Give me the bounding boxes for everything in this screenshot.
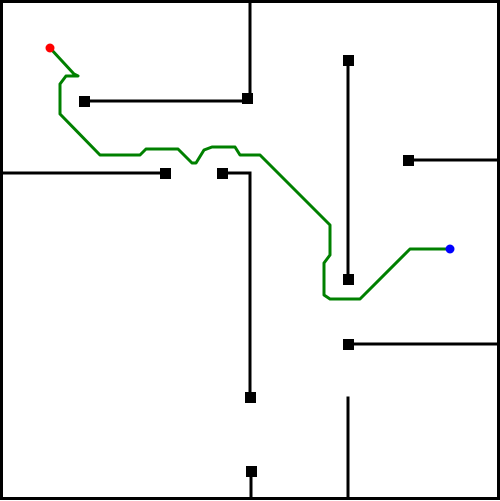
planned-path: [48, 46, 452, 301]
pillar: [343, 339, 354, 350]
pillar: [343, 55, 354, 66]
maze-pillars: [79, 55, 414, 477]
pillar: [246, 466, 257, 477]
start-marker: [45, 43, 55, 53]
pillar: [160, 168, 171, 179]
pillar: [343, 274, 354, 285]
pillar: [245, 392, 256, 403]
pillar: [79, 96, 90, 107]
pillar: [403, 155, 414, 166]
pillar: [242, 93, 253, 104]
pillar: [217, 168, 228, 179]
goal-marker: [445, 244, 455, 254]
